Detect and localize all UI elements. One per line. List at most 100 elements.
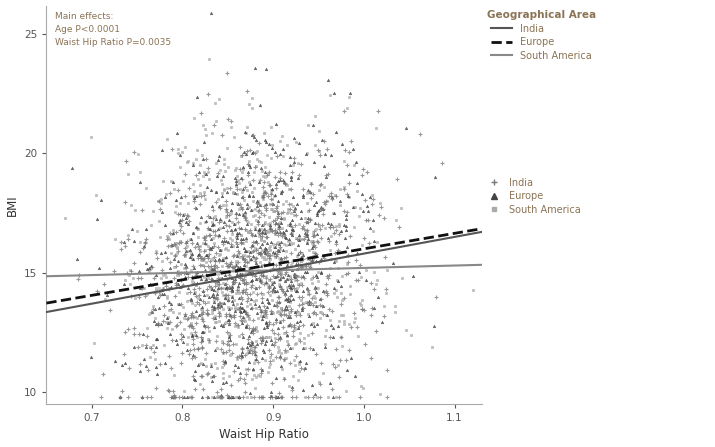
Point [234, 186, 245, 193]
Point [232, 324, 243, 331]
Point [157, 284, 169, 291]
Point [208, 239, 220, 246]
Point [217, 323, 228, 330]
Point [267, 252, 278, 259]
Point [221, 238, 232, 245]
Point [219, 245, 230, 253]
Point [217, 224, 229, 231]
Point [309, 241, 320, 249]
Point [295, 337, 306, 344]
Point [237, 334, 248, 341]
Point [208, 304, 220, 311]
Point [260, 190, 272, 197]
Point [249, 349, 260, 356]
Point [295, 264, 307, 271]
Point [182, 393, 193, 400]
Point [282, 205, 293, 212]
Point [297, 299, 309, 307]
Point [307, 239, 319, 246]
Point [270, 393, 281, 400]
Point [242, 340, 253, 347]
Point [145, 263, 157, 270]
Point [185, 295, 197, 303]
Point [227, 199, 238, 207]
Point [232, 321, 243, 328]
Point [206, 302, 217, 309]
Point [260, 334, 272, 341]
Point [172, 281, 184, 288]
Point [325, 247, 336, 254]
Point [172, 269, 183, 276]
Point [179, 311, 191, 318]
Point [274, 353, 285, 360]
Point [251, 240, 262, 247]
Point [259, 324, 270, 331]
Point [220, 319, 232, 326]
Point [270, 204, 282, 211]
Point [179, 269, 190, 276]
Point [301, 232, 312, 240]
Point [288, 273, 300, 280]
Point [246, 268, 257, 275]
Point [159, 222, 170, 229]
Point [214, 257, 225, 264]
Point [285, 210, 296, 217]
Point [271, 208, 282, 215]
Point [312, 239, 324, 246]
Point [242, 311, 254, 318]
Point [250, 326, 261, 333]
Point [258, 211, 270, 219]
Point [279, 307, 290, 314]
Point [258, 253, 270, 260]
Point [166, 364, 177, 371]
Point [196, 337, 207, 344]
Point [226, 274, 237, 281]
Point [134, 367, 145, 375]
Point [137, 245, 148, 252]
Point [272, 178, 284, 185]
Point [247, 316, 259, 323]
Point [299, 229, 310, 236]
Point [222, 116, 234, 123]
Point [202, 253, 214, 261]
Point [140, 341, 152, 348]
Point [344, 179, 355, 186]
Point [160, 274, 172, 281]
Point [246, 104, 257, 111]
Point [287, 224, 298, 231]
Point [277, 224, 288, 232]
Point [230, 341, 242, 348]
Point [280, 307, 291, 314]
Point [251, 202, 262, 209]
Point [152, 321, 164, 328]
Point [143, 367, 154, 374]
Point [330, 346, 342, 353]
Point [200, 156, 212, 163]
Point [137, 342, 148, 349]
Point [334, 198, 345, 205]
Point [232, 376, 244, 384]
Point [278, 310, 290, 317]
Point [223, 332, 235, 339]
Point [181, 298, 192, 305]
Point [276, 232, 287, 239]
Point [253, 229, 265, 236]
Point [293, 220, 305, 228]
Point [236, 345, 247, 352]
Point [167, 308, 178, 316]
Point [260, 65, 272, 72]
Point [191, 320, 202, 327]
Point [314, 381, 325, 388]
Point [335, 311, 347, 318]
Point [287, 295, 299, 303]
Point [285, 219, 296, 227]
Point [211, 319, 222, 326]
Point [231, 251, 242, 258]
Point [240, 209, 251, 216]
Point [217, 375, 228, 382]
Point [285, 174, 297, 181]
Point [245, 305, 257, 312]
Point [164, 229, 175, 236]
Point [186, 266, 197, 273]
Point [307, 294, 318, 301]
